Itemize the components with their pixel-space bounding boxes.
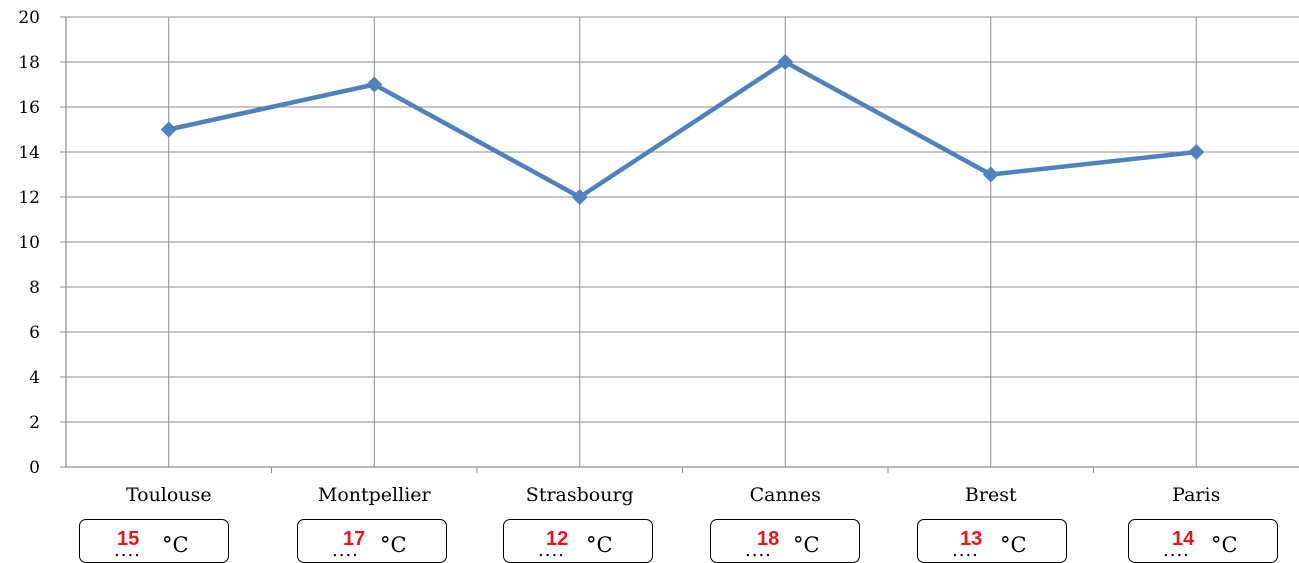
- grid-lines: [66, 16, 1299, 467]
- axes: [60, 16, 1299, 473]
- y-tick-label: 14: [18, 143, 40, 163]
- answer-value: 17: [343, 528, 366, 550]
- y-tick-label: 10: [18, 233, 40, 253]
- x-category-labels: Toulouse Montpellier Strasbourg Cannes Brest…: [126, 484, 1220, 506]
- data-point-cannes: [777, 54, 794, 70]
- y-tick-label: 12: [18, 188, 40, 208]
- x-category-label: Montpellier: [318, 484, 432, 506]
- answer-dots: ....: [952, 540, 979, 561]
- y-tick-label: 6: [29, 323, 40, 343]
- answer-unit: °C: [380, 533, 407, 557]
- y-tick-label: 0: [29, 458, 40, 478]
- answer-dots: ....: [1163, 540, 1190, 561]
- x-category-label: Cannes: [750, 484, 821, 506]
- answer-box-brest: .... 13 °C: [917, 519, 1067, 563]
- answer-dots: ....: [538, 540, 565, 561]
- answer-unit: °C: [793, 533, 820, 557]
- answer-box-strasbourg: .... 12 °C: [503, 519, 653, 563]
- y-tick-label: 8: [29, 278, 40, 298]
- data-point-strasbourg: [571, 189, 588, 205]
- answer-dots: ....: [114, 540, 141, 561]
- answer-unit: °C: [162, 533, 189, 557]
- answer-unit: °C: [1211, 533, 1238, 557]
- x-category-label: Toulouse: [126, 484, 212, 506]
- answer-value: 13: [960, 528, 983, 550]
- series-temperature: [160, 54, 1205, 205]
- answer-unit: °C: [586, 533, 613, 557]
- answer-unit: °C: [1000, 533, 1027, 557]
- x-category-label: Brest: [965, 484, 1017, 506]
- data-point-brest: [982, 166, 999, 183]
- answer-dots: ....: [332, 540, 359, 561]
- data-point-toulouse: [160, 121, 177, 138]
- answer-box-cannes: .... 18 °C: [710, 519, 860, 563]
- answer-value: 18: [757, 528, 780, 550]
- y-tick-labels: 0 2 4 6 8 10 12 14 16 18 20: [18, 8, 40, 478]
- answer-value: 12: [546, 528, 569, 550]
- data-point-montpellier: [366, 76, 383, 93]
- series-line: [168, 59, 1197, 200]
- x-category-label: Strasbourg: [526, 484, 634, 506]
- y-tick-label: 2: [29, 413, 40, 433]
- answer-value: 14: [1172, 528, 1195, 550]
- answer-box-montpellier: .... 17 °C: [297, 519, 447, 563]
- answer-box-paris: .... 14 °C: [1128, 519, 1278, 563]
- answer-dots: ....: [745, 540, 772, 561]
- y-tick-label: 20: [18, 8, 40, 28]
- y-tick-label: 16: [18, 98, 40, 118]
- x-category-label: Paris: [1172, 484, 1220, 506]
- data-point-paris: [1188, 144, 1205, 160]
- y-tick-label: 18: [18, 53, 40, 73]
- answer-value: 15: [117, 528, 140, 550]
- y-tick-label: 4: [29, 368, 40, 388]
- answer-box-toulouse: .... 15 °C: [79, 519, 229, 563]
